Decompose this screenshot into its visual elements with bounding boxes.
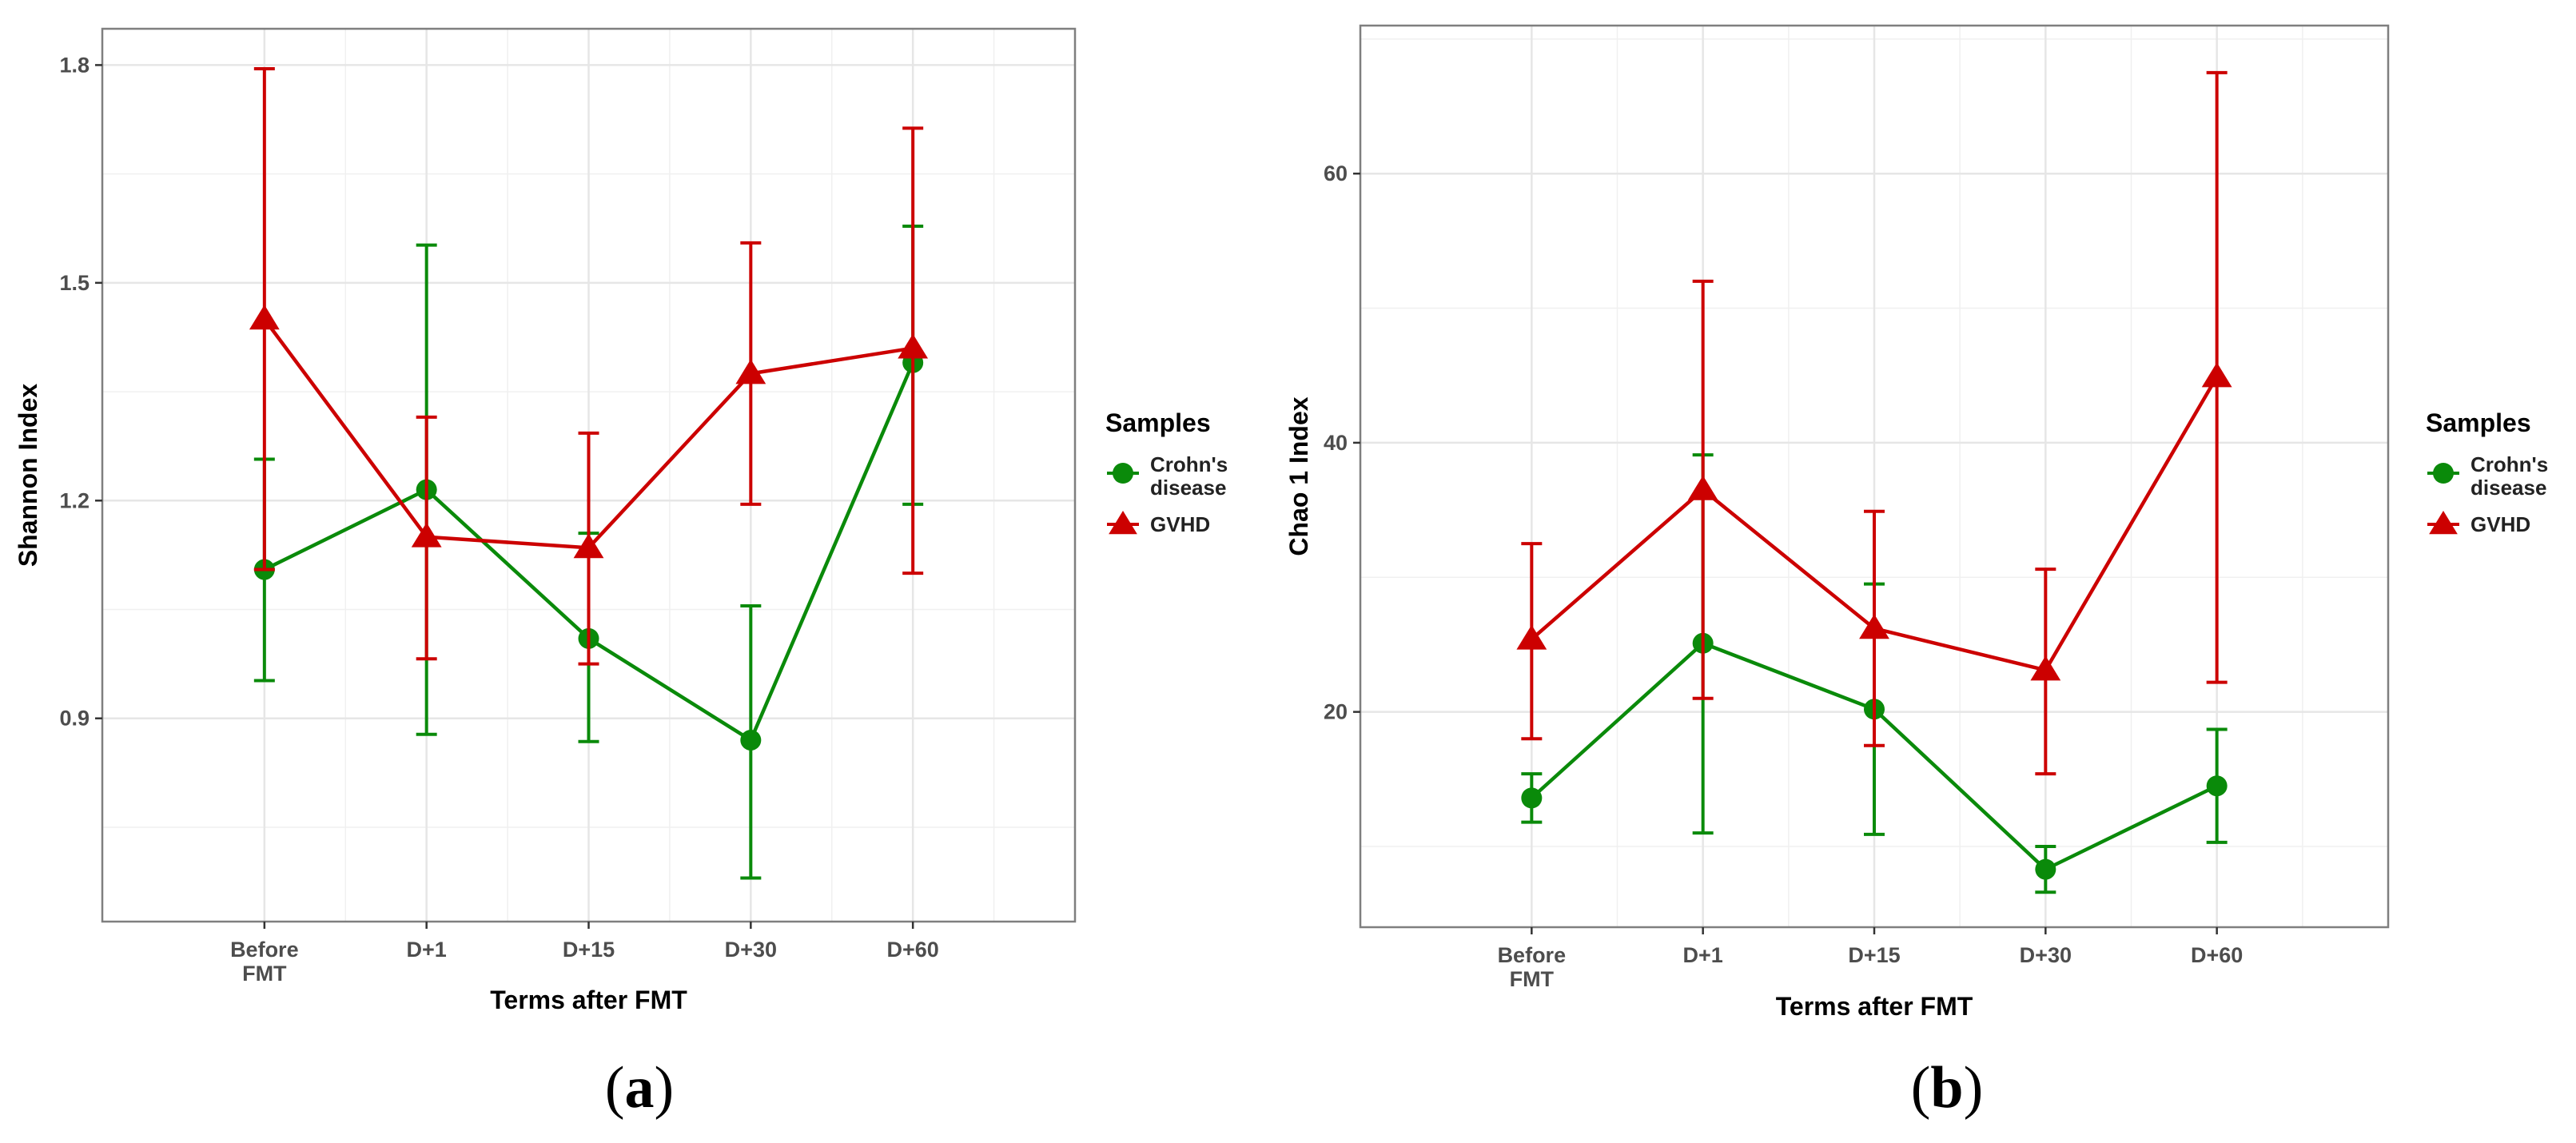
y-axis-title: Chao 1 Index <box>1284 396 1313 556</box>
panel-b: 20 40 60 Before FMT D+1 D+15 D+30 D+60 Chao 1 Ind… <box>1279 0 2576 1143</box>
x-tick-label: D+15 <box>563 938 615 962</box>
x-tick-label: D+30 <box>2020 943 2072 967</box>
data-point <box>1687 475 1718 500</box>
y-tick-label: 60 <box>1324 161 1348 185</box>
y-tick-label: 1.8 <box>59 53 90 77</box>
y-tick-label: 40 <box>1324 431 1348 455</box>
x-tick-label: D+1 <box>407 938 447 962</box>
y-tick-label: 1.2 <box>59 488 90 512</box>
legend: Samples Crohn's disease GVHD <box>2426 408 2548 536</box>
legend-key-marker <box>1113 463 1133 484</box>
x-tick-label: D+60 <box>2191 943 2243 967</box>
data-point <box>2206 775 2228 797</box>
legend-label: GVHD <box>1150 512 1210 536</box>
x-tick-label: D+30 <box>725 938 777 962</box>
legend-item-crohns: Crohn's disease <box>2427 452 2548 500</box>
data-point <box>2201 362 2232 388</box>
series-gvhd <box>249 66 929 666</box>
series-gvhd <box>1516 70 2232 776</box>
legend-item-gvhd: GVHD <box>1107 511 1210 536</box>
data-point <box>740 729 762 751</box>
data-point <box>411 522 442 548</box>
data-point <box>249 305 280 330</box>
data-point <box>2030 655 2061 681</box>
legend-title: Samples <box>1105 408 1211 437</box>
legend: Samples Crohn's disease GVHD <box>1105 408 1228 536</box>
legend-label: Crohn's disease <box>2470 452 2548 500</box>
y-tick-label: 0.9 <box>59 707 90 731</box>
x-tick-label: Before FMT <box>1498 943 1567 991</box>
data-point <box>1859 614 1889 639</box>
legend-key-marker <box>2429 511 2458 535</box>
data-point <box>1521 787 1543 809</box>
panel-a: 0.9 1.2 1.5 1.8 Before FMT D+1 D+15 D+30 D+60 Shan… <box>0 0 1279 1143</box>
legend-title: Samples <box>2426 408 2531 437</box>
x-tick-label: D+15 <box>1848 943 1900 967</box>
x-tick-label: Before FMT <box>230 938 299 986</box>
legend-item-crohns: Crohn's disease <box>1107 452 1228 500</box>
plot-area: 20 40 60 Before FMT D+1 D+15 D+30 D+60 <box>1324 24 2390 991</box>
chao1-chart: 20 40 60 Before FMT D+1 D+15 D+30 D+60 Chao 1 Ind… <box>1284 24 2548 1121</box>
y-axis-title: Shannon Index <box>14 384 42 568</box>
data-point <box>735 359 766 384</box>
data-point <box>898 333 929 359</box>
legend-label: GVHD <box>2470 512 2530 536</box>
data-point <box>573 533 604 559</box>
x-tick-label: D+1 <box>1683 943 1723 967</box>
legend-label: Crohn's disease <box>1150 452 1228 500</box>
panel-label: (a) <box>605 1055 674 1121</box>
legend-item-gvhd: GVHD <box>2427 511 2530 536</box>
legend-key-marker <box>1109 511 1137 535</box>
x-tick-label: D+60 <box>887 938 939 962</box>
plot-area: 0.9 1.2 1.5 1.8 Before FMT D+1 D+15 D+30 D+60 <box>59 27 1077 986</box>
y-tick-label: 1.5 <box>59 271 90 295</box>
panel-label: (b) <box>1911 1055 1983 1121</box>
legend-key-marker <box>2433 463 2454 484</box>
shannon-chart: 0.9 1.2 1.5 1.8 Before FMT D+1 D+15 D+30 D+60 Shan… <box>14 27 1228 1121</box>
x-axis-title: Terms after FMT <box>1776 992 1973 1021</box>
data-point <box>2035 858 2056 880</box>
x-axis-title: Terms after FMT <box>490 986 687 1014</box>
y-tick-label: 20 <box>1324 700 1348 724</box>
data-point <box>1516 624 1547 650</box>
